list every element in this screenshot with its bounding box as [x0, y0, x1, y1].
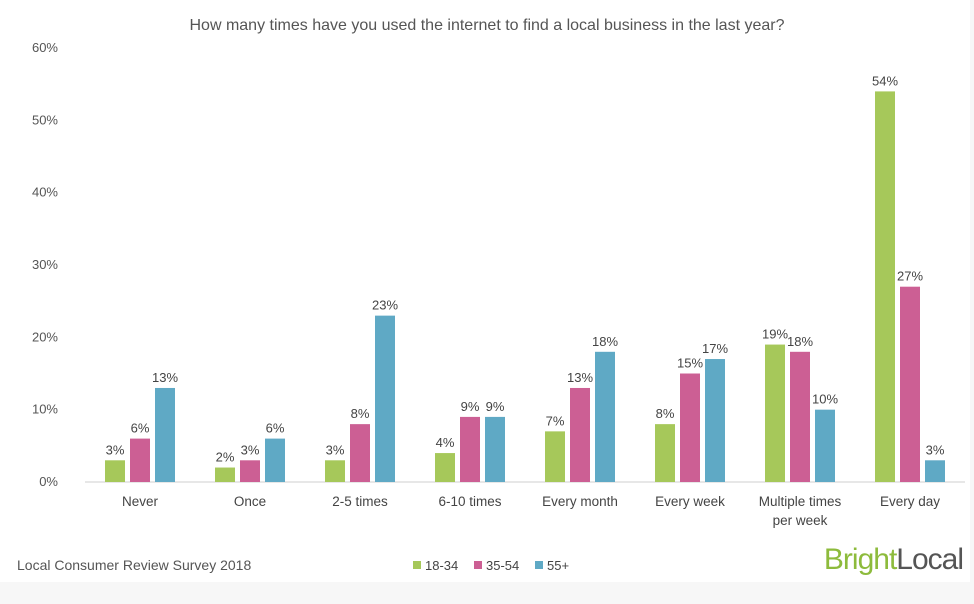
data-label: 3%	[106, 442, 125, 457]
y-tick-label: 30%	[32, 257, 58, 272]
y-tick-label: 60%	[32, 40, 58, 55]
legend-swatch	[474, 561, 482, 569]
bar	[790, 351, 810, 482]
bar	[570, 387, 590, 482]
bars-group: 3%6%13%2% 3%6%3%8%23%4%9% 9%7%13%18%8%15%1…	[105, 73, 945, 483]
y-axis: 0% 10% 20% 30% 40% 50% 60%	[32, 40, 58, 489]
bar	[435, 453, 455, 482]
footer-source: Local Consumer Review Survey 2018	[17, 557, 251, 573]
legend: 18-34 35-54 55+	[413, 558, 569, 573]
y-tick-label: 0%	[39, 474, 58, 489]
data-label: 7%	[546, 413, 565, 428]
data-label: 15%	[677, 356, 703, 371]
chart-title: How many times have you used the interne…	[190, 17, 785, 34]
data-label: 3%	[926, 442, 945, 457]
data-label: 3%	[241, 442, 260, 457]
bar	[350, 424, 370, 482]
bar	[240, 460, 260, 482]
bar	[680, 373, 700, 482]
bar	[925, 460, 945, 482]
data-label: 17%	[702, 341, 728, 356]
bar	[655, 424, 675, 482]
bar	[105, 460, 125, 482]
data-label: 27%	[897, 269, 923, 284]
bar	[265, 438, 285, 482]
bar	[595, 351, 615, 482]
bar	[815, 409, 835, 482]
data-label: 8%	[656, 406, 675, 421]
legend-label: 18-34	[425, 558, 458, 573]
x-category-label: Every day	[880, 494, 940, 509]
legend-swatch	[535, 561, 543, 569]
y-tick-label: 50%	[32, 112, 58, 127]
bar	[545, 431, 565, 482]
logo-bright-text: Bright	[824, 543, 898, 576]
data-label: 3%	[326, 442, 345, 457]
data-label: 13%	[152, 370, 178, 385]
x-category-label: Every month	[542, 494, 618, 509]
data-label: 6%	[266, 421, 285, 436]
data-label: 13%	[567, 370, 593, 385]
bar	[375, 315, 395, 482]
data-label: 9%	[461, 399, 480, 414]
chart-card: How many times have you used the interne…	[17, 17, 965, 576]
bar	[460, 416, 480, 482]
data-label: 9%	[486, 399, 505, 414]
data-label: 8%	[351, 406, 370, 421]
legend-swatch	[413, 561, 421, 569]
data-label: 4%	[436, 435, 455, 450]
bar-chart: How many times have you used the interne…	[17, 17, 965, 576]
x-category-label: 2-5 times	[332, 494, 388, 509]
x-category-label: Multiple times per week	[759, 494, 842, 528]
data-label: 18%	[592, 334, 618, 349]
logo-local-text: Local	[896, 543, 963, 576]
legend-label: 35-54	[486, 558, 519, 573]
x-category-label: Never	[122, 494, 159, 509]
bar	[485, 416, 505, 482]
bar	[325, 460, 345, 482]
bar	[900, 286, 920, 482]
data-label: 19%	[762, 327, 788, 342]
bar	[765, 344, 785, 482]
data-label: 54%	[872, 73, 898, 88]
data-label: 2%	[216, 450, 235, 465]
bar	[705, 359, 725, 482]
data-label: 18%	[787, 334, 813, 349]
category-labels: Never Once 2-5 times 6-10 times Every month E…	[122, 494, 940, 528]
bar	[155, 387, 175, 482]
y-tick-label: 10%	[32, 402, 58, 417]
y-tick-label: 40%	[32, 185, 58, 200]
bar	[130, 438, 150, 482]
brightlocal-logo: BrightLocal	[824, 543, 964, 576]
data-label: 10%	[812, 392, 838, 407]
data-label: 23%	[372, 298, 398, 313]
data-label: 6%	[131, 421, 150, 436]
bar	[215, 467, 235, 482]
legend-label: 55+	[547, 558, 569, 573]
y-tick-label: 20%	[32, 329, 58, 344]
svg-text:BrightLocal: BrightLocal	[824, 543, 963, 576]
x-category-label: Once	[234, 494, 266, 509]
x-category-label: Every week	[655, 494, 725, 509]
bar	[875, 91, 895, 483]
x-category-label: 6-10 times	[438, 494, 501, 509]
